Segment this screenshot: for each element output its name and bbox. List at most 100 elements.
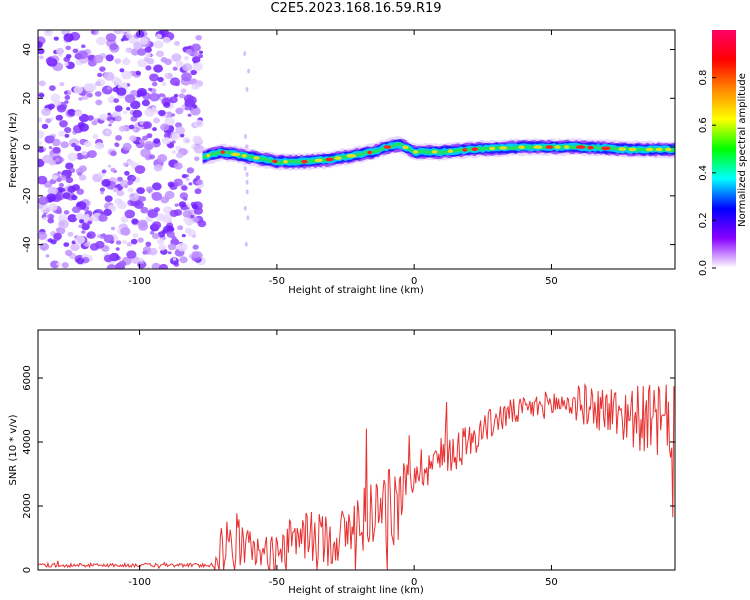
- noise-blob: [194, 156, 200, 162]
- noise-blob: [132, 128, 137, 132]
- ridge-hotspot: [413, 150, 419, 154]
- noise-blob: [123, 31, 128, 35]
- noise-blob: [198, 54, 204, 59]
- noise-blob: [48, 214, 55, 220]
- noise-blob: [93, 54, 104, 64]
- noise-blob: [65, 162, 74, 170]
- noise-blob: [151, 262, 161, 269]
- noise-blob: [67, 108, 76, 117]
- noise-blob: [151, 81, 158, 87]
- noise-blob: [149, 73, 159, 82]
- noise-blob: [177, 225, 184, 231]
- noise-blob: [95, 240, 105, 249]
- noise-blob: [103, 208, 112, 217]
- noise-blob: [162, 36, 171, 44]
- noise-blob: [98, 209, 103, 213]
- noise-blob: [120, 179, 130, 188]
- noise-blob: [153, 117, 160, 124]
- noise-blob: [49, 85, 56, 91]
- colorbar-label: Normalized spectral amplitude: [737, 73, 748, 227]
- noise-blob: [65, 45, 71, 51]
- noise-blob: [167, 243, 176, 251]
- noise-blob: [128, 192, 140, 202]
- noise-blob: [74, 110, 83, 117]
- noise-blob: [77, 50, 88, 60]
- noise-blob: [65, 54, 72, 59]
- noise-blob: [48, 103, 55, 110]
- noise-blob: [190, 214, 195, 219]
- ridge-hotspot: [489, 146, 496, 151]
- noise-blob: [110, 167, 116, 173]
- noise-blob: [168, 73, 173, 77]
- noise-blob: [114, 58, 122, 64]
- noise-blob: [190, 106, 201, 116]
- noise-blob: [105, 33, 117, 42]
- noise-blob: [149, 92, 160, 102]
- noise-blob: [42, 216, 48, 221]
- noise-blob: [145, 52, 151, 58]
- noise-blob: [188, 182, 193, 186]
- noise-blob: [173, 178, 183, 187]
- noise-blob: [99, 66, 106, 72]
- noise-blob: [145, 186, 154, 193]
- noise-blob: [153, 64, 164, 73]
- noise-blob: [44, 30, 53, 37]
- noise-blob: [152, 182, 162, 191]
- noise-speck: [245, 172, 249, 177]
- noise-blob: [103, 254, 113, 263]
- noise-blob: [192, 62, 203, 71]
- noise-blob: [87, 220, 93, 225]
- noise-blob: [143, 140, 155, 150]
- noise-blob: [99, 187, 105, 192]
- noise-blob: [101, 179, 111, 187]
- noise-blob: [53, 232, 62, 240]
- noise-blob: [91, 120, 98, 126]
- noise-blob: [175, 60, 184, 68]
- ridge-hotspot: [346, 154, 357, 158]
- noise-blob: [59, 120, 68, 128]
- noise-blob: [181, 185, 188, 191]
- noise-blob: [160, 123, 170, 132]
- noise-blob: [130, 89, 138, 97]
- noise-blob: [106, 86, 112, 90]
- noise-blob: [157, 231, 166, 238]
- noise-speck: [243, 205, 247, 211]
- noise-blob: [164, 73, 169, 77]
- noise-blob: [124, 94, 136, 103]
- noise-blob: [86, 115, 94, 121]
- noise-blob: [97, 72, 103, 78]
- noise-blob: [137, 59, 147, 68]
- noise-blob: [61, 262, 69, 269]
- noise-blob: [50, 93, 61, 102]
- snr-xlabel: Height of straight line (km): [288, 585, 424, 596]
- xtick-label: 0: [411, 577, 417, 588]
- noise-blob: [193, 51, 200, 57]
- ytick-label: -20: [22, 188, 33, 204]
- noise-blob: [157, 154, 168, 163]
- noise-blob: [182, 63, 193, 72]
- noise-blob: [192, 135, 202, 144]
- noise-blob: [87, 92, 93, 98]
- noise-blob: [131, 176, 136, 180]
- noise-blob: [56, 177, 62, 183]
- ytick-label: 6000: [22, 365, 33, 390]
- noise-blob: [177, 242, 188, 252]
- noise-blob: [110, 150, 117, 157]
- ytick-label: 4000: [22, 429, 33, 454]
- ytick-label: 2000: [22, 493, 33, 518]
- noise-blob: [47, 186, 58, 196]
- xtick-label: 50: [545, 276, 558, 287]
- noise-blob: [113, 98, 120, 103]
- ytick-label: 0: [22, 567, 33, 573]
- ridge-hotspot: [241, 154, 247, 158]
- noise-blob: [185, 177, 190, 181]
- noise-blob: [161, 214, 173, 224]
- noise-blob: [142, 135, 148, 141]
- noise-blob: [38, 117, 43, 123]
- noise-blob: [179, 192, 189, 200]
- noise-blob: [161, 137, 171, 145]
- noise-blob: [92, 134, 99, 140]
- xtick-label: -100: [128, 276, 151, 287]
- spectrogram-xlabel: Height of straight line (km): [288, 285, 424, 296]
